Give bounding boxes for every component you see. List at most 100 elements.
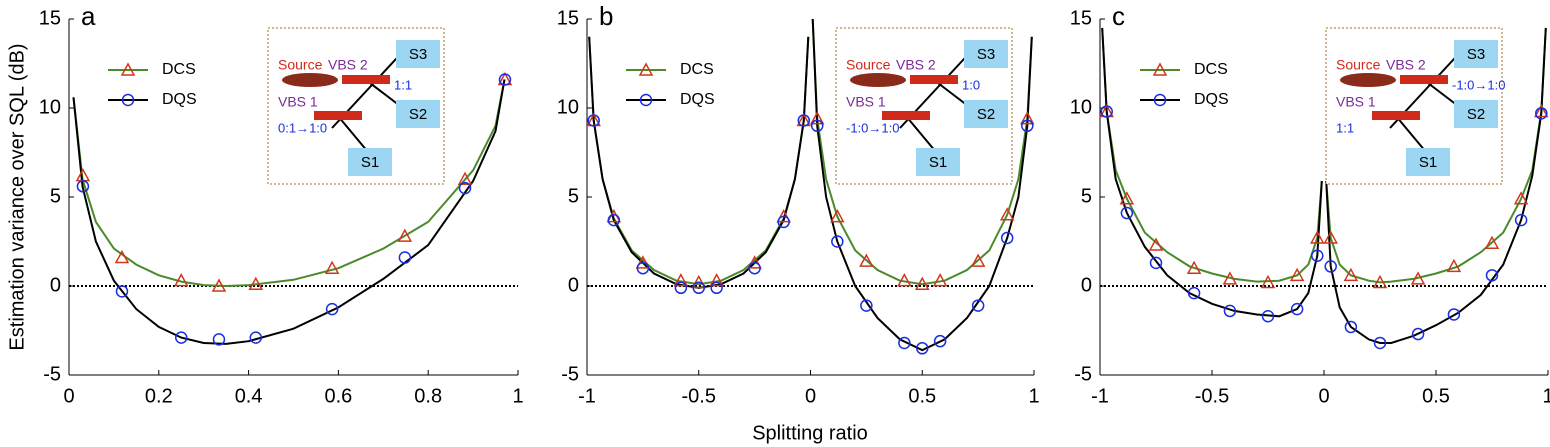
circle-marker: [1290, 302, 1304, 316]
triangle-marker: [1310, 230, 1325, 244]
circle-marker: [1411, 327, 1425, 341]
vbs1-label: VBS 1: [846, 94, 886, 110]
circle-marker: [1311, 249, 1324, 262]
circle-marker: [710, 281, 723, 295]
circle-marker: [115, 285, 129, 298]
circle-marker: [933, 334, 947, 348]
y-tick-label: -5: [1074, 363, 1092, 385]
circle-marker: [1000, 231, 1014, 245]
legend-label: DCS: [1194, 61, 1228, 78]
x-tick-label: 0: [1318, 385, 1329, 407]
detector-label: S3: [1467, 46, 1485, 63]
circle-marker: [1261, 310, 1275, 323]
curve: [1101, 27, 1547, 344]
triangle-marker: [1119, 191, 1135, 205]
detector: [348, 148, 392, 176]
detector-label: S3: [409, 46, 427, 63]
x-tick-label: 0: [63, 385, 74, 407]
legend-label: DQS: [1194, 91, 1229, 108]
circle-marker: [916, 342, 929, 355]
detector: [1406, 148, 1450, 176]
panel-label: b: [599, 1, 613, 31]
circle-marker: [175, 331, 188, 344]
x-tick-label: -1: [578, 385, 596, 407]
triangle-marker: [709, 273, 724, 287]
circle-marker: [1324, 260, 1337, 273]
detector-label: S1: [361, 154, 379, 171]
y-tick-label: -5: [43, 363, 61, 385]
circle-marker: [212, 333, 226, 346]
circle-marker: [587, 114, 600, 127]
vbs2-ratio: 1:1: [394, 77, 412, 92]
x-tick-label: 0.5: [1422, 385, 1450, 407]
circle-marker: [1120, 206, 1134, 220]
vbs1-ratio: 1:1: [1336, 120, 1354, 135]
triangle-marker: [914, 276, 930, 290]
triangle-marker: [673, 273, 689, 287]
triangle-marker: [1323, 230, 1338, 244]
circle-marker: [498, 73, 512, 86]
panel-label: a: [81, 1, 96, 31]
triangle-marker: [1186, 260, 1202, 274]
triangle-marker: [248, 276, 264, 290]
detector: [396, 100, 440, 128]
triangle-marker: [897, 273, 912, 287]
legend-marker: [120, 62, 136, 76]
y-axis-label: Estimation variance over SQL (dB): [6, 43, 28, 350]
legend-marker: [1152, 62, 1168, 76]
x-tick-label: 0: [805, 385, 816, 407]
vbs2-ratio: 1:0: [962, 77, 980, 92]
legend-marker: [638, 62, 654, 76]
y-tick-label: 0: [1081, 274, 1092, 296]
triangle-marker: [324, 260, 340, 274]
vbs2-label: VBS 2: [896, 57, 936, 73]
triangle-marker: [114, 249, 130, 264]
triangle-marker: [1260, 274, 1276, 289]
triangle-marker: [1343, 267, 1359, 282]
triangle-marker: [1534, 103, 1549, 118]
triangle-marker: [747, 255, 762, 269]
triangle-marker: [809, 111, 825, 125]
vbs2-bar: [910, 75, 958, 84]
x-tick-label: 0.5: [908, 385, 936, 407]
triangle-marker: [691, 274, 707, 289]
vbs2-label: VBS 2: [1386, 57, 1426, 73]
x-tick-label: 1: [1028, 385, 1039, 407]
circle-marker: [692, 281, 705, 295]
triangle-marker: [211, 278, 227, 292]
detector-label: S3: [977, 46, 995, 63]
circle-marker: [325, 302, 339, 316]
triangle-marker: [1289, 267, 1305, 282]
triangle-marker: [970, 253, 986, 267]
circle-marker: [831, 235, 844, 248]
circle-marker: [748, 261, 761, 275]
x-tick-label: -0.5: [682, 385, 716, 407]
circle-marker: [1447, 308, 1461, 321]
legend-marker: [639, 93, 653, 107]
vbs2-label: VBS 2: [328, 57, 368, 73]
vbs1-bar: [1372, 111, 1420, 120]
triangle-marker: [635, 255, 651, 269]
detector-label: S2: [1467, 106, 1485, 123]
plot: [72, 79, 506, 345]
triangle-marker: [1372, 274, 1388, 289]
x-tick-label: 1: [512, 385, 523, 407]
legend-label: DCS: [162, 61, 196, 78]
y-tick-label: 5: [50, 185, 61, 207]
legend-label: DQS: [680, 91, 715, 108]
detector-label: S1: [1419, 154, 1437, 171]
source: [1340, 73, 1396, 87]
vbs2-bar: [342, 75, 390, 84]
circle-marker: [249, 331, 263, 344]
circle-marker: [607, 213, 621, 227]
circle-marker: [636, 261, 650, 275]
circle-marker: [777, 215, 790, 229]
curve: [1101, 27, 1547, 284]
x-tick-label: 0.8: [414, 385, 442, 407]
source-label: Source: [1336, 57, 1381, 73]
triangle-marker: [830, 209, 845, 223]
detector: [1454, 100, 1498, 128]
y-tick-label: 5: [568, 185, 579, 207]
vbs1-bar: [314, 111, 362, 120]
